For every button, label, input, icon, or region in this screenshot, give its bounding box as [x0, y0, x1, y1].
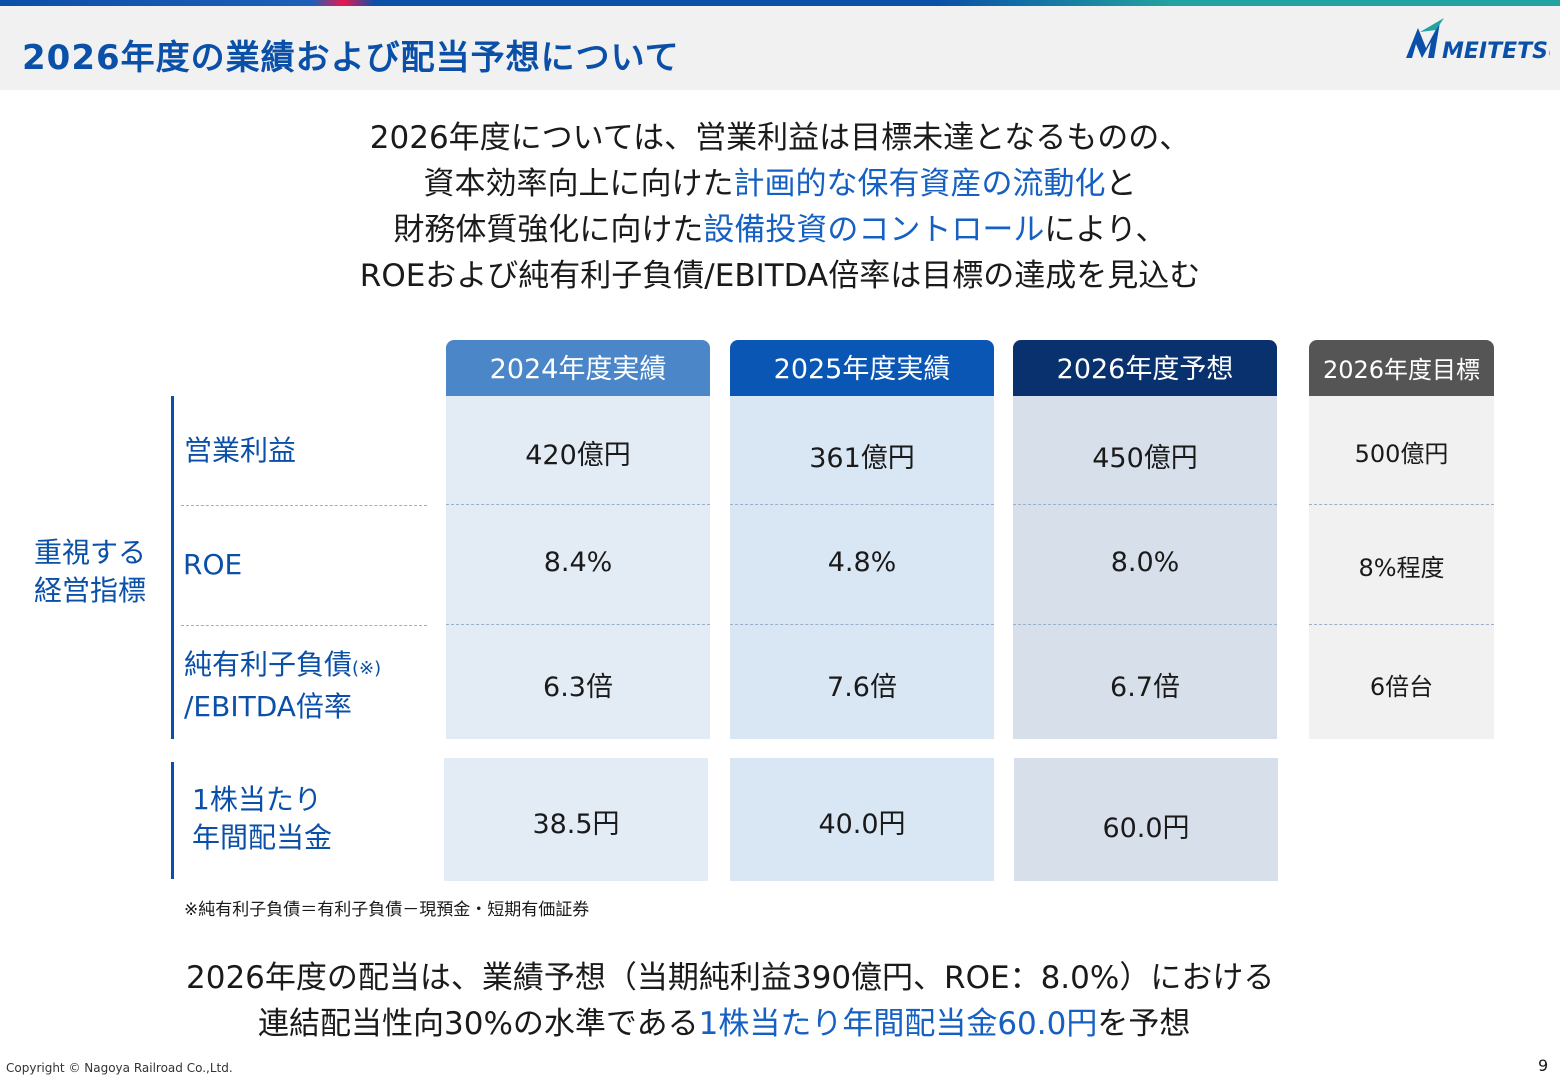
row-label-annual-dividend: 1株当たり 年間配当金 — [192, 783, 333, 854]
row-divider — [1013, 624, 1277, 625]
value-2024-roe: 8.4% — [543, 547, 613, 578]
dividend-summary-line-2: 連結配当性向30%の水準である1株当たり年間配当金60.0円を予想 — [258, 1006, 1191, 1042]
dividend-box-2025 — [730, 758, 994, 881]
value-2025-operating-income: 361億円 — [809, 443, 915, 474]
column-body-2025-actual — [730, 396, 994, 739]
column-header-2026-target: 2026年度目標 — [1309, 340, 1494, 396]
dividend-box-2024 — [444, 758, 708, 881]
value-2025-dividend: 40.0円 — [818, 809, 906, 840]
dividend-summary-line-1: 2026年度の配当は、業績予想（当期純利益390億円、ROE：8.0%）における — [186, 960, 1275, 996]
row-divider — [446, 504, 710, 505]
summary-line-1: 2026年度については、営業利益は目標未達となるものの、 — [369, 120, 1191, 156]
row-divider — [1013, 504, 1277, 505]
row-label-net-debt-ebitda: 純有利子負債(※) /EBITDA倍率 — [184, 648, 382, 723]
value-2024-dividend: 38.5円 — [532, 809, 620, 840]
value-2026-target-roe: 8%程度 — [1358, 554, 1445, 582]
value-2026-target-net-debt-ebitda: 6倍台 — [1369, 673, 1434, 701]
column-header-2026-forecast: 2026年度予想 — [1013, 340, 1277, 396]
row-divider — [446, 624, 710, 625]
page-number: 9 — [1538, 1056, 1549, 1075]
column-header-2025-actual: 2025年度実績 — [730, 340, 994, 396]
highlight-capex-control: 設備投資のコントロール — [703, 212, 1045, 248]
page-title: 2026年度の業績および配当予想について — [22, 38, 680, 78]
value-2026-target-operating-income: 500億円 — [1354, 440, 1449, 468]
footnote: ※純有利子負債＝有利子負債－現預金・短期有価証券 — [184, 900, 590, 920]
value-2024-net-debt-ebitda: 6.3倍 — [543, 672, 613, 703]
row-label-roe: ROE — [183, 548, 243, 581]
value-2026-forecast-dividend: 60.0円 — [1102, 813, 1190, 844]
kpi-group-bracket — [171, 396, 174, 739]
row-divider — [1309, 624, 1494, 625]
highlight-dividend-forecast: 1株当たり年間配当金60.0円 — [698, 1006, 1098, 1042]
summary-line-4: ROEおよび純有利子負債/EBITDA倍率は目標の達成を見込む — [359, 258, 1201, 294]
column-body-2026-target — [1309, 396, 1494, 739]
value-2024-operating-income: 420億円 — [525, 440, 631, 471]
value-2026-forecast-net-debt-ebitda: 6.7倍 — [1110, 672, 1180, 703]
value-2025-roe: 4.8% — [827, 547, 897, 578]
row-divider — [730, 624, 994, 625]
summary-line-3: 財務体質強化に向けた設備投資のコントロールにより、 — [393, 212, 1167, 248]
svg-text:MEITETSU: MEITETSU — [1442, 39, 1550, 64]
highlight-asset-liquidation: 計画的な保有資産の流動化 — [733, 166, 1106, 202]
label-row-divider — [181, 625, 427, 626]
top-accent-line — [0, 0, 1560, 6]
kpi-group-label: 重視する 経営指標 — [34, 536, 147, 607]
header-bar — [0, 6, 1560, 90]
dividend-box-2026 — [1014, 758, 1278, 881]
row-divider — [1309, 504, 1494, 505]
dividend-bracket — [171, 762, 174, 879]
column-header-2024-actual: 2024年度実績 — [446, 340, 710, 396]
row-divider — [730, 504, 994, 505]
column-body-2024-actual — [446, 396, 710, 739]
value-2026-forecast-operating-income: 450億円 — [1092, 443, 1198, 474]
meitetsu-logo: MEITETSU — [1406, 18, 1550, 64]
column-body-2026-forecast — [1013, 396, 1277, 739]
value-2026-forecast-roe: 8.0% — [1110, 547, 1180, 578]
value-2025-net-debt-ebitda: 7.6倍 — [827, 672, 897, 703]
label-row-divider — [181, 505, 427, 506]
copyright: Copyright © Nagoya Railroad Co.,Ltd. — [6, 1061, 233, 1075]
summary-line-2: 資本効率向上に向けた計画的な保有資産の流動化と — [423, 166, 1137, 202]
row-label-operating-income: 営業利益 — [184, 434, 297, 467]
summary-text: 2026年度については、営業利益は目標未達となるものの、 資本効率向上に向けた計… — [0, 115, 1560, 299]
